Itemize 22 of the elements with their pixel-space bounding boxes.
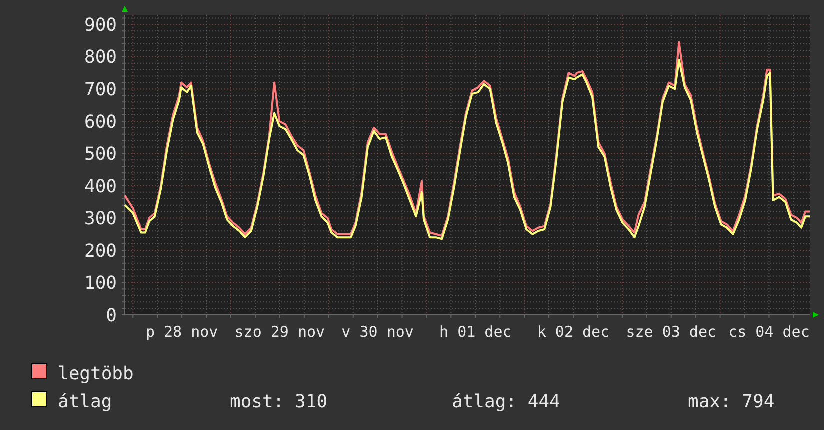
y-tick-label: 600 xyxy=(84,112,117,133)
y-tick-label: 700 xyxy=(84,79,117,100)
y-tick-label: 0 xyxy=(106,305,117,326)
text: max: 794 xyxy=(688,391,775,412)
y-tick-label: 900 xyxy=(84,14,117,36)
y-tick-label: 500 xyxy=(84,144,117,166)
y-tick-label: 200 xyxy=(84,240,117,262)
x-tick-label: h 01 dec xyxy=(440,323,512,341)
y-tick-label: 400 xyxy=(84,176,117,198)
x-tick-label: k 02 dec xyxy=(537,323,610,341)
x-tick-label: v 30 nov xyxy=(342,323,414,341)
x-tick-label: cs 04 dec xyxy=(728,323,810,341)
y-tick-label: 300 xyxy=(84,208,117,230)
legend-label: legtöbb xyxy=(58,363,134,384)
x-tick-label: sze 03 dec xyxy=(626,323,717,341)
x-tick-label: szo 29 nov xyxy=(234,323,326,341)
y-tick-label: 100 xyxy=(84,273,117,294)
x-tick-label: p 28 nov xyxy=(146,323,218,341)
y-tick-label: 800 xyxy=(84,47,117,68)
legend-label: átlag xyxy=(58,391,112,412)
text: most: 310 xyxy=(230,391,328,412)
text: átlag: 444 xyxy=(452,391,560,412)
